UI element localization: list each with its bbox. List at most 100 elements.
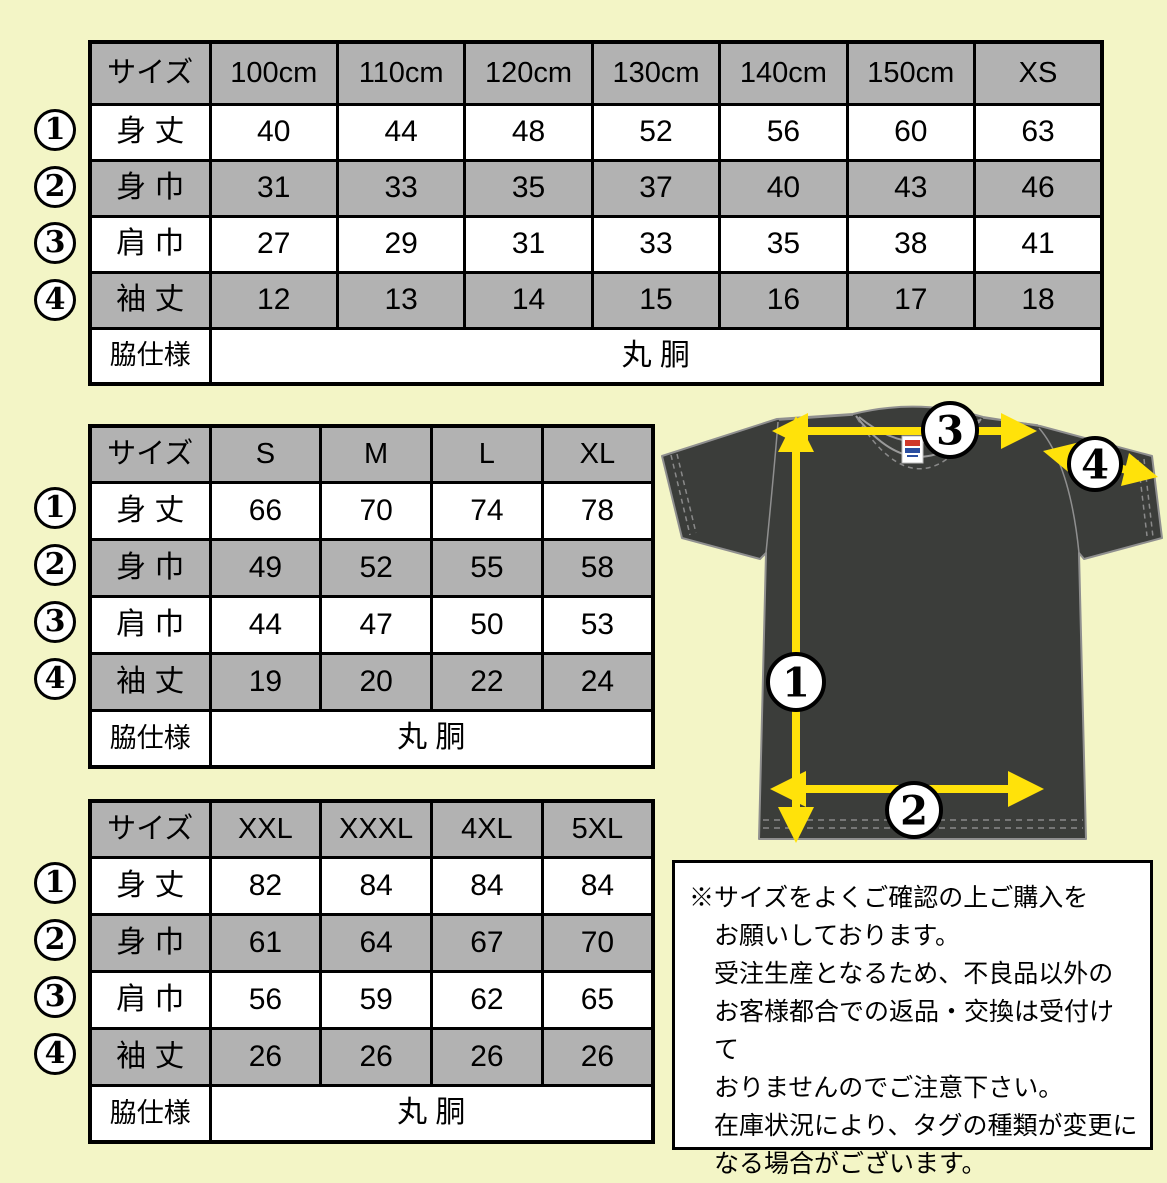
header-cell: 5XL bbox=[540, 799, 655, 859]
row-label: 肩 巾 bbox=[88, 969, 212, 1030]
value-cell: 84 bbox=[540, 855, 655, 916]
row-number-circle: 2 bbox=[34, 919, 76, 961]
table-row: 身 巾 61 64 67 70 bbox=[88, 912, 655, 973]
value-cell: 33 bbox=[335, 158, 467, 218]
value-cell: 24 bbox=[540, 651, 655, 712]
marker-circle-4: 4 bbox=[1067, 436, 1123, 492]
value-cell: 47 bbox=[319, 594, 433, 655]
value-cell: 22 bbox=[430, 651, 544, 712]
header-cell: 110cm bbox=[335, 40, 467, 106]
row-label: 肩 巾 bbox=[88, 594, 212, 655]
table-row: 身 丈 66 70 74 78 bbox=[88, 480, 655, 541]
header-cell: 150cm bbox=[845, 40, 977, 106]
note-line: 受注生産となるため、不良品以外の bbox=[714, 960, 1114, 988]
row-label: 身 丈 bbox=[88, 855, 212, 916]
value-cell: 20 bbox=[319, 651, 433, 712]
footer-value: 丸 胴 bbox=[208, 326, 1104, 386]
header-cell: 4XL bbox=[430, 799, 544, 859]
value-cell: 78 bbox=[540, 480, 655, 541]
header-cell: S bbox=[208, 424, 323, 484]
value-cell: 37 bbox=[590, 158, 722, 218]
value-cell: 40 bbox=[208, 102, 339, 162]
value-cell: 59 bbox=[319, 969, 433, 1030]
value-cell: 55 bbox=[430, 537, 544, 598]
value-cell: 18 bbox=[973, 270, 1104, 330]
value-cell: 44 bbox=[335, 102, 467, 162]
table-footer-row: 脇仕様 丸 胴 bbox=[88, 1083, 655, 1144]
value-cell: 26 bbox=[208, 1026, 323, 1087]
row-label: 身 巾 bbox=[88, 537, 212, 598]
table-row: 袖 丈 19 20 22 24 bbox=[88, 651, 655, 712]
note-line: 在庫状況により、タグの種類が変更に bbox=[714, 1112, 1138, 1140]
value-cell: 60 bbox=[845, 102, 977, 162]
value-cell: 58 bbox=[540, 537, 655, 598]
header-cell: L bbox=[430, 424, 544, 484]
sleeve-stitch bbox=[676, 453, 697, 534]
size-table-big: サイズ XXL XXXL 4XL 5XL 身 丈 82 84 84 84 身 巾… bbox=[88, 799, 655, 1144]
value-cell: 14 bbox=[463, 270, 594, 330]
sleeve-stitch bbox=[670, 454, 691, 536]
header-cell: XXL bbox=[208, 799, 323, 859]
header-cell: 100cm bbox=[208, 40, 339, 106]
header-cell: XXXL bbox=[319, 799, 433, 859]
footer-label: 脇仕様 bbox=[88, 708, 212, 769]
value-cell: 33 bbox=[590, 214, 722, 274]
footer-value: 丸 胴 bbox=[208, 1083, 655, 1144]
marker-circle-2: 2 bbox=[885, 781, 943, 839]
shoulder-seam-left bbox=[778, 414, 854, 421]
value-cell: 17 bbox=[845, 270, 977, 330]
value-cell: 26 bbox=[430, 1026, 544, 1087]
row-number-circle: 1 bbox=[34, 862, 76, 904]
note-line: おりませんのでご注意下さい。 bbox=[714, 1074, 1064, 1102]
value-cell: 26 bbox=[319, 1026, 433, 1087]
table-row: 身 丈 82 84 84 84 bbox=[88, 855, 655, 916]
value-cell: 44 bbox=[208, 594, 323, 655]
svg-text:1: 1 bbox=[782, 659, 810, 706]
header-cell: M bbox=[319, 424, 433, 484]
header-cell: 130cm bbox=[590, 40, 722, 106]
table-header-row: サイズ XXL XXXL 4XL 5XL bbox=[88, 799, 655, 859]
header-cell: サイズ bbox=[88, 424, 212, 484]
value-cell: 35 bbox=[718, 214, 849, 274]
table-row: 袖 丈 26 26 26 26 bbox=[88, 1026, 655, 1087]
row-label: 袖 丈 bbox=[88, 1026, 212, 1087]
value-cell: 27 bbox=[208, 214, 339, 274]
value-cell: 63 bbox=[973, 102, 1104, 162]
row-label: 袖 丈 bbox=[88, 270, 212, 330]
row-label: 身 丈 bbox=[88, 102, 212, 162]
value-cell: 66 bbox=[208, 480, 323, 541]
value-cell: 31 bbox=[208, 158, 339, 218]
value-cell: 70 bbox=[319, 480, 433, 541]
row-label: 肩 巾 bbox=[88, 214, 212, 274]
tshirt-illustration: 1 2 3 4 bbox=[661, 401, 1163, 843]
value-cell: 56 bbox=[208, 969, 323, 1030]
value-cell: 15 bbox=[590, 270, 722, 330]
value-cell: 31 bbox=[463, 214, 594, 274]
value-cell: 13 bbox=[335, 270, 467, 330]
table-row: 袖 丈 12 13 14 15 16 17 18 bbox=[88, 270, 1104, 330]
header-cell: サイズ bbox=[88, 40, 212, 106]
value-cell: 38 bbox=[845, 214, 977, 274]
value-cell: 48 bbox=[463, 102, 594, 162]
row-number-circle: 1 bbox=[34, 487, 76, 529]
table-row: 肩 巾 56 59 62 65 bbox=[88, 969, 655, 1030]
header-cell: サイズ bbox=[88, 799, 212, 859]
row-number-circle: 3 bbox=[34, 976, 76, 1018]
sleeve-seam-right bbox=[1038, 427, 1080, 554]
value-cell: 29 bbox=[335, 214, 467, 274]
value-cell: 53 bbox=[540, 594, 655, 655]
row-label: 身 巾 bbox=[88, 158, 212, 218]
value-cell: 62 bbox=[430, 969, 544, 1030]
note-line: お客様都合での返品・交換は受付けて bbox=[714, 998, 1115, 1064]
value-cell: 50 bbox=[430, 594, 544, 655]
table-header-row: サイズ 100cm 110cm 120cm 130cm 140cm 150cm … bbox=[88, 40, 1104, 106]
marker-circle-1: 1 bbox=[766, 652, 826, 712]
brand-tag bbox=[901, 435, 924, 464]
svg-text:3: 3 bbox=[936, 407, 964, 454]
note-line: お願いしております。 bbox=[714, 922, 961, 950]
value-cell: 64 bbox=[319, 912, 433, 973]
value-cell: 61 bbox=[208, 912, 323, 973]
value-cell: 56 bbox=[718, 102, 849, 162]
table-row: 身 巾 31 33 35 37 40 43 46 bbox=[88, 158, 1104, 218]
table-row: 身 丈 40 44 48 52 56 60 63 bbox=[88, 102, 1104, 162]
